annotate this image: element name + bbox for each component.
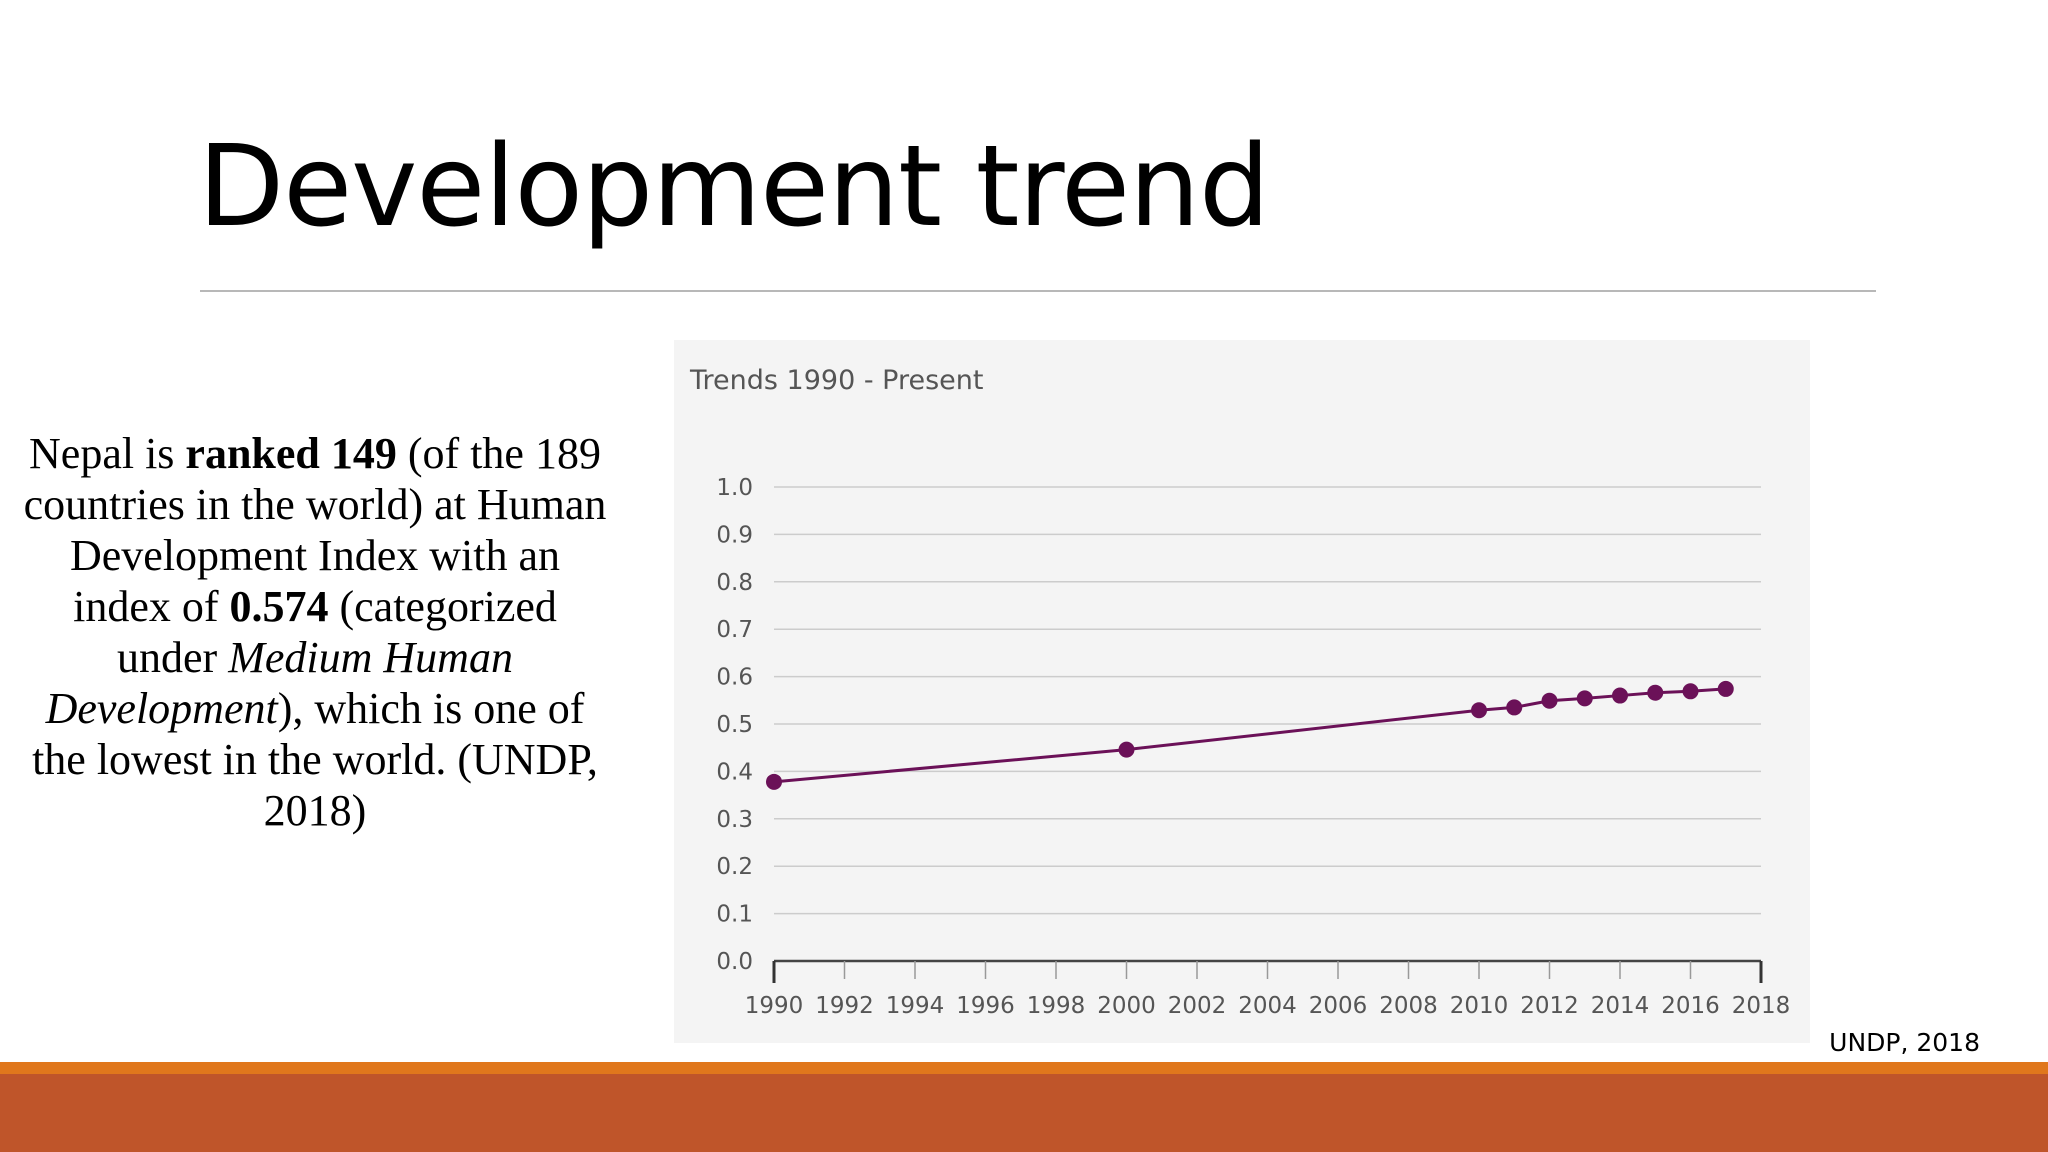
hdi-data-point bbox=[1471, 702, 1487, 719]
y-tick-label: 0.4 bbox=[716, 759, 753, 785]
hdi-data-point bbox=[1612, 687, 1628, 704]
source-citation: UNDP, 2018 bbox=[1829, 1028, 1980, 1057]
x-tick-label: 2016 bbox=[1661, 993, 1720, 1019]
x-tick-label: 1996 bbox=[956, 993, 1015, 1019]
y-tick-label: 0.0 bbox=[716, 949, 753, 975]
x-tick-label: 1998 bbox=[1027, 993, 1086, 1019]
hdi-data-point bbox=[1717, 680, 1734, 697]
y-tick-label: 0.1 bbox=[716, 902, 753, 928]
y-tick-label: 0.7 bbox=[716, 617, 753, 643]
y-tick-label: 0.3 bbox=[716, 807, 753, 833]
hdi-data-point bbox=[1647, 684, 1664, 701]
x-tick-label: 2018 bbox=[1732, 993, 1791, 1019]
x-tick-label: 1992 bbox=[815, 993, 874, 1019]
x-tick-label: 1994 bbox=[886, 993, 945, 1019]
hdi-chart-panel: Trends 1990 - Present 0.0 0.1 0.2 0.3 0.4 0.5… bbox=[674, 340, 1810, 1043]
x-tick-label: 2000 bbox=[1097, 993, 1156, 1019]
category-highlight: Medium Human Development bbox=[45, 633, 513, 733]
chart-title: Trends 1990 - Present bbox=[689, 365, 983, 396]
hdi-data-point bbox=[1682, 683, 1699, 700]
hdi-series-line bbox=[773, 687, 1726, 784]
x-tick-label: 2004 bbox=[1238, 993, 1297, 1019]
hdi-data-point bbox=[1506, 699, 1523, 716]
index-highlight: 0.574 bbox=[229, 582, 329, 631]
summary-text-part: (categorized under bbox=[117, 582, 557, 682]
x-tick-label: 2014 bbox=[1591, 993, 1650, 1019]
x-tick-label: 2008 bbox=[1379, 993, 1438, 1019]
y-tick-label: 0.8 bbox=[716, 570, 753, 596]
summary-text: Nepal is ranked 149 (of the 189 countrie… bbox=[20, 428, 610, 836]
x-tick-label: 2010 bbox=[1450, 993, 1509, 1019]
y-tick-label: 1.0 bbox=[716, 475, 753, 501]
summary-text-part: Nepal is bbox=[29, 429, 186, 478]
x-tick-label: 1990 bbox=[745, 993, 804, 1019]
y-tick-label: 0.5 bbox=[716, 712, 753, 738]
footer-band bbox=[0, 1074, 2048, 1152]
hdi-data-point bbox=[1118, 741, 1135, 758]
rank-highlight: ranked 149 bbox=[185, 429, 397, 478]
hdi-trend-chart: Trends 1990 - Present 0.0 0.1 0.2 0.3 0.4 0.5… bbox=[689, 365, 1791, 1019]
hdi-data-point bbox=[1576, 690, 1593, 707]
y-tick-label: 0.9 bbox=[716, 522, 753, 548]
hdi-data-point bbox=[1541, 692, 1558, 709]
hdi-data-point bbox=[766, 773, 782, 790]
y-tick-label: 0.2 bbox=[716, 854, 753, 880]
footer-band-accent bbox=[0, 1062, 2048, 1074]
slide-title: Development trend bbox=[198, 122, 1270, 252]
title-divider bbox=[200, 290, 1876, 292]
y-tick-label: 0.6 bbox=[716, 665, 753, 691]
summary-text-part: ), which is one of the lowest in the wor… bbox=[32, 684, 598, 835]
x-tick-label: 2012 bbox=[1520, 993, 1579, 1019]
x-tick-label: 2002 bbox=[1168, 993, 1227, 1019]
summary-text-part: (of the 189 countries in the world) at H… bbox=[23, 429, 607, 631]
x-tick-label: 2006 bbox=[1309, 993, 1368, 1019]
